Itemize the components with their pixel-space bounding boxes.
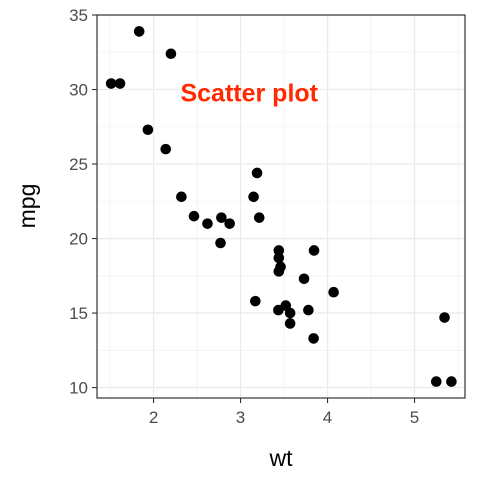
data-point bbox=[165, 48, 177, 60]
data-point bbox=[105, 78, 117, 89]
x-tick-label: 5 bbox=[410, 408, 419, 427]
data-point bbox=[446, 376, 457, 387]
data-point bbox=[215, 237, 226, 249]
data-point bbox=[114, 78, 126, 89]
chart-annotation: Scatter plot bbox=[180, 79, 318, 107]
data-point bbox=[308, 245, 320, 256]
data-points bbox=[105, 26, 457, 387]
data-point bbox=[273, 245, 285, 256]
data-point bbox=[251, 167, 263, 179]
data-point bbox=[133, 26, 145, 37]
y-tick-label: 30 bbox=[69, 81, 88, 100]
y-tick-label: 15 bbox=[69, 304, 88, 323]
data-point bbox=[202, 218, 213, 229]
data-point bbox=[253, 212, 265, 223]
data-point bbox=[275, 261, 286, 273]
x-tick-label: 2 bbox=[149, 408, 158, 427]
data-point bbox=[160, 143, 172, 155]
data-point bbox=[142, 124, 154, 136]
data-point bbox=[250, 295, 261, 307]
panel-border bbox=[96, 14, 466, 399]
data-point bbox=[308, 333, 319, 344]
data-point bbox=[248, 191, 259, 203]
x-tick-label: 3 bbox=[236, 408, 245, 427]
data-point bbox=[430, 376, 442, 387]
data-point bbox=[284, 307, 296, 319]
y-axis-ticks: 10 15 20 25 30 35 bbox=[69, 6, 97, 398]
y-tick-label: 35 bbox=[69, 6, 88, 25]
data-point bbox=[284, 318, 296, 329]
major-gridlines bbox=[97, 14, 465, 398]
x-tick-label: 4 bbox=[323, 408, 332, 427]
y-tick-label: 20 bbox=[69, 230, 88, 249]
x-axis-title: wt bbox=[269, 445, 294, 471]
data-point bbox=[273, 252, 285, 264]
data-point bbox=[176, 191, 187, 203]
y-tick-label: 10 bbox=[69, 379, 88, 398]
data-point bbox=[439, 312, 450, 323]
data-point bbox=[298, 273, 310, 285]
data-point bbox=[303, 304, 314, 316]
minor-gridlines bbox=[97, 15, 465, 398]
y-tick-label: 25 bbox=[69, 155, 88, 174]
y-axis-title: mpg bbox=[14, 184, 40, 229]
data-point bbox=[216, 212, 227, 223]
x-axis-ticks: 2 3 4 5 bbox=[149, 398, 419, 427]
data-point bbox=[224, 218, 235, 229]
data-point bbox=[188, 210, 200, 222]
data-point bbox=[328, 286, 339, 298]
